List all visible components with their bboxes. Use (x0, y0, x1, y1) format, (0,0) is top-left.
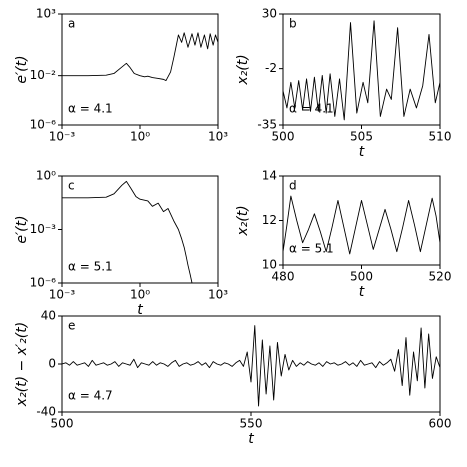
x-axis-label: t (359, 144, 365, 160)
plot-area (283, 195, 440, 255)
y-tick-label: 10⁻² (30, 68, 57, 82)
annotation: α = 5.1 (68, 260, 113, 274)
x-axis-label: t (137, 302, 143, 318)
x-tick-label: 505 (350, 130, 373, 144)
y-tick-label: 10⁻³ (30, 222, 57, 236)
y-tick-label: -35 (257, 118, 277, 132)
x-axis-label: t (248, 431, 254, 447)
x-tick-label: 500 (272, 130, 295, 144)
data-line (62, 325, 440, 407)
y-tick-label: 10³ (36, 7, 56, 21)
y-tick-label: 30 (262, 7, 277, 21)
y-tick-label: 10⁰ (36, 169, 56, 183)
annotation: α = 4.1 (68, 102, 113, 116)
y-tick-label: 10⁻⁶ (30, 118, 57, 132)
x-tick-label: 550 (240, 417, 263, 431)
y-tick-label: 40 (41, 309, 56, 323)
data-line (283, 20, 440, 121)
y-tick-label: -40 (36, 405, 56, 419)
x-tick-label: 10⁻³ (49, 288, 76, 302)
y-tick-label: 10⁻⁶ (30, 276, 57, 290)
axes-frame (61, 315, 441, 413)
data-line (283, 195, 440, 255)
y-tick-label: 10 (262, 258, 277, 272)
annotation: α = 4.1 (289, 102, 334, 116)
x-tick-label: 500 (350, 270, 373, 284)
x-tick-label: 10⁰ (130, 130, 150, 144)
plot-area (62, 180, 193, 283)
x-tick-label: 520 (429, 270, 452, 284)
x-tick-label: 510 (429, 130, 452, 144)
y-axis-label: x₂(t) (235, 205, 251, 236)
x-tick-label: 480 (272, 270, 295, 284)
x-tick-label: 500 (51, 417, 74, 431)
y-axis-label: x₂(t) (235, 54, 251, 85)
panel-label: d (289, 179, 297, 193)
y-tick-label: 12 (262, 213, 277, 227)
plot-area (283, 20, 440, 121)
annotation: α = 4.7 (68, 389, 113, 403)
data-line (62, 180, 193, 283)
x-tick-label: 10⁻³ (49, 130, 76, 144)
x-axis-label: t (359, 284, 365, 300)
annotation: α = 5.1 (289, 242, 334, 256)
panel-label: b (289, 17, 297, 31)
data-line (62, 32, 218, 82)
x-tick-label: 600 (429, 417, 452, 431)
y-axis-label: x₂(t) − x′₂(t) (14, 322, 30, 407)
y-tick-label: -2 (265, 61, 277, 75)
plot-area (62, 32, 218, 82)
x-tick-label: 10³ (208, 288, 228, 302)
y-axis-label: e′(t) (14, 215, 30, 243)
y-tick-label: 14 (262, 169, 277, 183)
panel-label: a (68, 17, 75, 31)
x-tick-label: 10³ (208, 130, 228, 144)
panel-label: c (68, 179, 75, 193)
y-axis-label: e′(t) (14, 55, 30, 83)
panel-label: e (68, 319, 75, 333)
plot-area (62, 325, 440, 407)
x-tick-label: 10⁰ (130, 288, 150, 302)
y-tick-label: 0 (48, 357, 56, 371)
